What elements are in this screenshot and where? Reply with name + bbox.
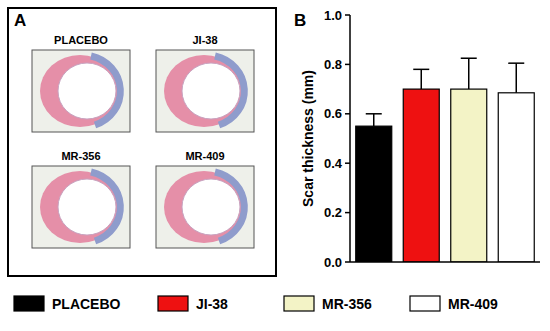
y-tick — [345, 212, 350, 214]
panel-a-frame — [8, 8, 276, 276]
error-line — [516, 63, 518, 93]
image-label: PLACEBO — [54, 34, 108, 46]
panel-label: B — [294, 11, 306, 30]
error-line — [421, 69, 423, 89]
panel-label: A — [14, 11, 26, 30]
error-bar — [413, 69, 429, 89]
legend-swatch — [158, 296, 188, 311]
image-frame — [32, 166, 130, 248]
legend-swatch — [14, 296, 44, 311]
tissue — [164, 171, 244, 243]
y-tick-label: 0.2 — [324, 205, 342, 220]
y-tick — [345, 113, 350, 115]
legend: PLACEBO JI-38 MR-356 MR-409 — [14, 296, 498, 312]
y-tick — [345, 14, 350, 16]
histology-image — [32, 50, 130, 132]
y-tick — [345, 162, 350, 164]
legend-label: MR-356 — [322, 296, 372, 312]
image-label: MR-409 — [185, 150, 224, 162]
legend-label: PLACEBO — [52, 296, 121, 312]
legend-label: MR-409 — [448, 296, 498, 312]
bar — [498, 93, 534, 262]
histology-image — [156, 50, 254, 132]
bar — [356, 126, 392, 262]
y-tick — [345, 261, 350, 263]
y-axis-label: Scar thickness (mm) — [300, 70, 316, 207]
image-frame — [32, 50, 130, 132]
image-frame — [156, 166, 254, 248]
tissue — [40, 171, 120, 243]
bar — [403, 89, 439, 262]
error-bar — [461, 58, 477, 89]
error-bar — [508, 63, 524, 93]
bar — [451, 89, 487, 262]
legend-swatch — [410, 296, 440, 311]
page: {"panel_a": {"label": "A", "images": ["P… — [0, 0, 550, 331]
tissue — [164, 55, 244, 127]
y-tick-label: 0.8 — [324, 57, 342, 72]
error-cap — [366, 113, 382, 115]
y-tick-label: 0.4 — [324, 156, 343, 171]
lumen — [182, 63, 240, 119]
image-frame — [156, 50, 254, 132]
bars — [356, 58, 535, 262]
error-cap — [508, 62, 524, 64]
error-line — [468, 58, 470, 89]
error-bar — [366, 114, 382, 126]
y-tick-label: 0.6 — [324, 106, 342, 121]
figure: A PLACEBO JI-38 MR-356 MR-409 B 0.0 0.2 0.4 0.6 0.… — [0, 0, 550, 331]
error-cap — [461, 57, 477, 59]
image-label: JI-38 — [192, 34, 217, 46]
y-tick — [345, 64, 350, 66]
legend-swatch — [284, 296, 314, 311]
histology-image — [156, 166, 254, 248]
histology-image — [32, 166, 130, 248]
lumen — [58, 179, 116, 235]
y-tick-label: 1.0 — [324, 8, 342, 23]
lumen — [182, 179, 240, 235]
image-label: MR-356 — [61, 150, 100, 162]
legend-label: JI-38 — [196, 296, 228, 312]
lumen — [58, 63, 116, 119]
x-axis — [350, 261, 540, 263]
error-cap — [413, 69, 429, 71]
y-tick-label: 0.0 — [324, 255, 342, 270]
y-axis — [349, 15, 351, 262]
tissue — [40, 55, 120, 127]
error-line — [373, 114, 375, 126]
